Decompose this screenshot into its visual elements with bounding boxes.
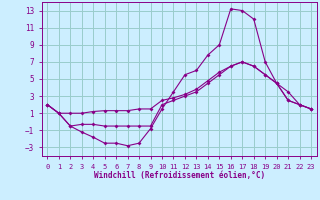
X-axis label: Windchill (Refroidissement éolien,°C): Windchill (Refroidissement éolien,°C) [94, 171, 265, 180]
